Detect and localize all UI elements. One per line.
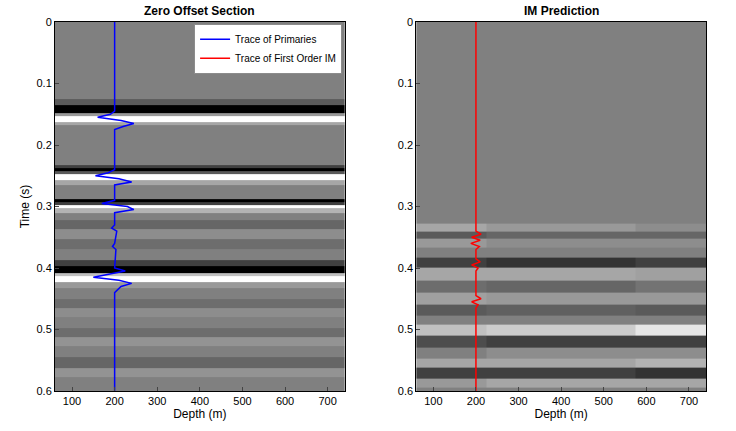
svg-text:300: 300 [148, 395, 166, 407]
svg-text:100: 100 [63, 395, 81, 407]
svg-text:0.2: 0.2 [37, 139, 52, 151]
svg-text:200: 200 [467, 395, 485, 407]
svg-text:0.1: 0.1 [398, 77, 413, 89]
svg-text:500: 500 [595, 395, 613, 407]
svg-text:700: 700 [680, 395, 698, 407]
svg-text:0.3: 0.3 [398, 200, 413, 212]
svg-text:0.4: 0.4 [398, 262, 413, 274]
svg-text:400: 400 [552, 395, 570, 407]
svg-text:300: 300 [509, 395, 527, 407]
svg-text:Time (s): Time (s) [18, 185, 32, 229]
svg-text:0.5: 0.5 [398, 323, 413, 335]
svg-text:0.3: 0.3 [37, 200, 52, 212]
svg-text:0.2: 0.2 [398, 139, 413, 151]
svg-text:Trace of Primaries: Trace of Primaries [235, 34, 316, 45]
svg-text:0.6: 0.6 [398, 385, 413, 397]
svg-text:0: 0 [46, 16, 52, 28]
svg-text:200: 200 [105, 395, 123, 407]
svg-text:0.6: 0.6 [37, 385, 52, 397]
svg-text:Trace of First Order IM: Trace of First Order IM [235, 53, 336, 64]
svg-text:0.1: 0.1 [37, 77, 52, 89]
svg-text:100: 100 [424, 395, 442, 407]
svg-text:600: 600 [637, 395, 655, 407]
svg-text:0.4: 0.4 [37, 262, 52, 274]
svg-text:Depth (m): Depth (m) [173, 407, 226, 421]
svg-text:IM Prediction: IM Prediction [524, 4, 599, 18]
svg-text:400: 400 [191, 395, 209, 407]
svg-text:0.5: 0.5 [37, 323, 52, 335]
svg-text:Zero Offset Section: Zero Offset Section [144, 4, 255, 18]
svg-text:700: 700 [318, 395, 336, 407]
svg-text:Depth (m): Depth (m) [534, 407, 587, 421]
svg-text:500: 500 [233, 395, 251, 407]
svg-text:0: 0 [407, 16, 413, 28]
svg-text:600: 600 [276, 395, 294, 407]
